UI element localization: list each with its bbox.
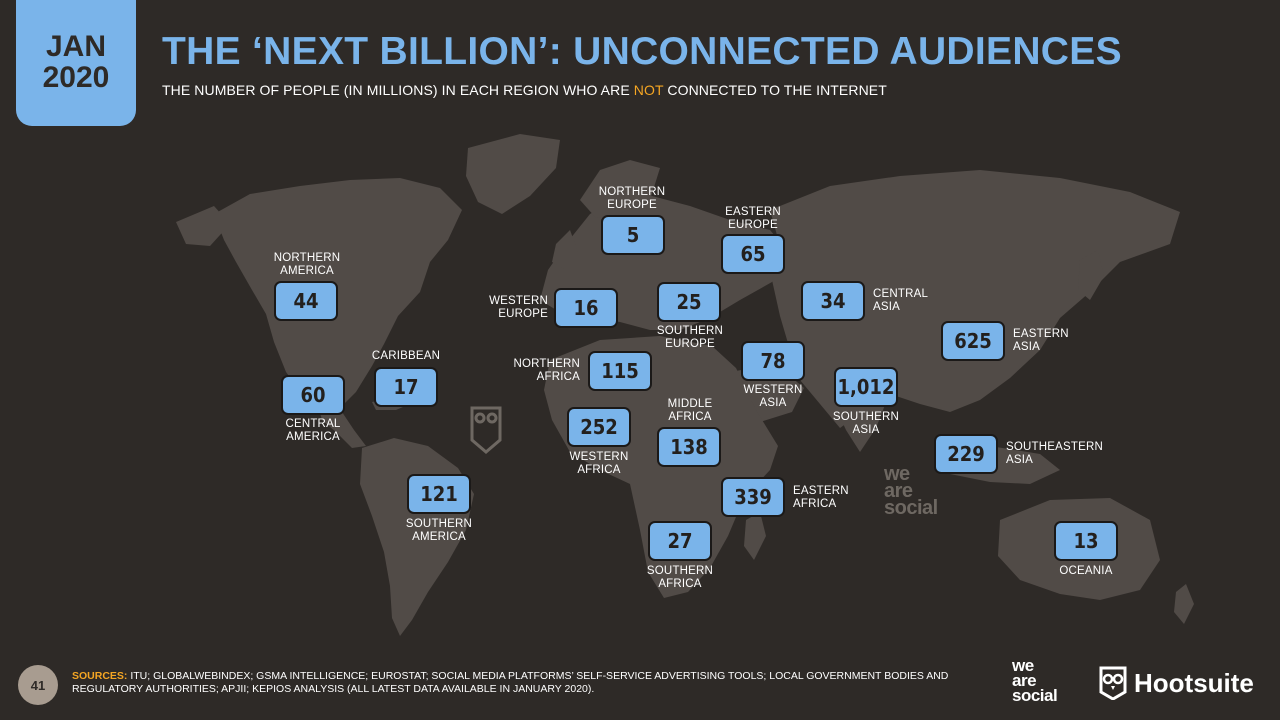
region-value-southern-europe: 25 [657,282,721,322]
hootsuite-owl-icon [1099,666,1127,700]
we-are-social-watermark: we are social [884,463,938,519]
date-badge: JAN 2020 [16,0,136,126]
badge-month: JAN [45,30,106,64]
region-value-oceania: 13 [1054,521,1118,561]
region-value-southern-america: 121 [407,474,471,514]
region-value-eastern-europe: 65 [721,234,785,274]
page-title: THE ‘NEXT BILLION’: UNCONNECTED AUDIENCE… [162,30,1122,73]
region-label-middle-africa: MIDDLE AFRICA [667,398,713,423]
subtitle-highlight: NOT [633,82,664,98]
page-subtitle: THE NUMBER OF PEOPLE (IN MILLIONS) IN EA… [162,82,887,98]
region-label-western-europe: WESTERN EUROPE [489,295,548,320]
region-label-eastern-europe: EASTERN EUROPE [725,206,781,231]
sources-label: SOURCES: [72,670,128,682]
region-value-western-europe: 16 [554,288,618,328]
hootsuite-wordmark: Hootsuite [1134,667,1254,698]
region-value-middle-africa: 138 [657,427,721,467]
region-value-northern-africa: 115 [588,351,652,391]
subtitle-pre: THE NUMBER OF PEOPLE (IN MILLIONS) IN EA… [162,82,634,98]
region-value-northern-europe: 5 [601,215,665,255]
sources-text: ITU; GLOBALWEBINDEX; GSMA INTELLIGENCE; … [72,670,949,695]
region-value-central-asia: 34 [801,281,865,321]
region-label-caribbean: CARIBBEAN [371,350,441,362]
hootsuite-logo: Hootsuite [1098,664,1254,702]
region-value-southern-asia: 1,012 [834,367,898,407]
page-number: 41 [18,665,58,705]
region-label-southern-europe: SOUTHERN EUROPE [656,325,724,350]
region-label-western-africa: WESTERN AFRICA [569,451,629,476]
badge-year: 2020 [42,61,110,94]
region-label-central-america: CENTRAL AMERICA [285,418,341,443]
region-label-northern-america: NORTHERN AMERICA [273,252,341,277]
we-are-social-logo: we are social [1012,656,1058,705]
region-value-eastern-asia: 625 [941,321,1005,361]
region-value-western-africa: 252 [567,407,631,447]
region-label-northern-africa: NORTHERN AFRICA [513,358,580,383]
region-value-southeastern-asia: 229 [934,434,998,474]
subtitle-post: CONNECTED TO THE INTERNET [663,82,887,98]
region-label-western-asia: WESTERN ASIA [743,384,803,409]
region-label-eastern-asia: EASTERN ASIA [1013,328,1069,353]
region-value-northern-america: 44 [274,281,338,321]
region-label-oceania: OCEANIA [1059,565,1113,577]
region-value-eastern-africa: 339 [721,477,785,517]
region-label-southern-asia: SOUTHERN ASIA [832,411,900,436]
sources-note: SOURCES: ITU; GLOBALWEBINDEX; GSMA INTEL… [72,670,972,696]
region-value-western-asia: 78 [741,341,805,381]
region-value-central-america: 60 [281,375,345,415]
region-label-eastern-africa: EASTERN AFRICA [793,485,849,510]
region-value-caribbean: 17 [374,367,438,407]
region-label-southern-america: SOUTHERN AMERICA [405,518,473,543]
region-label-southeastern-asia: SOUTHEASTERN ASIA [1006,441,1103,466]
region-label-southern-africa: SOUTHERN AFRICA [646,565,714,590]
region-label-central-asia: CENTRAL ASIA [873,288,929,313]
region-value-southern-africa: 27 [648,521,712,561]
owl-icon [470,406,502,454]
region-label-northern-europe: NORTHERN EUROPE [598,186,666,211]
